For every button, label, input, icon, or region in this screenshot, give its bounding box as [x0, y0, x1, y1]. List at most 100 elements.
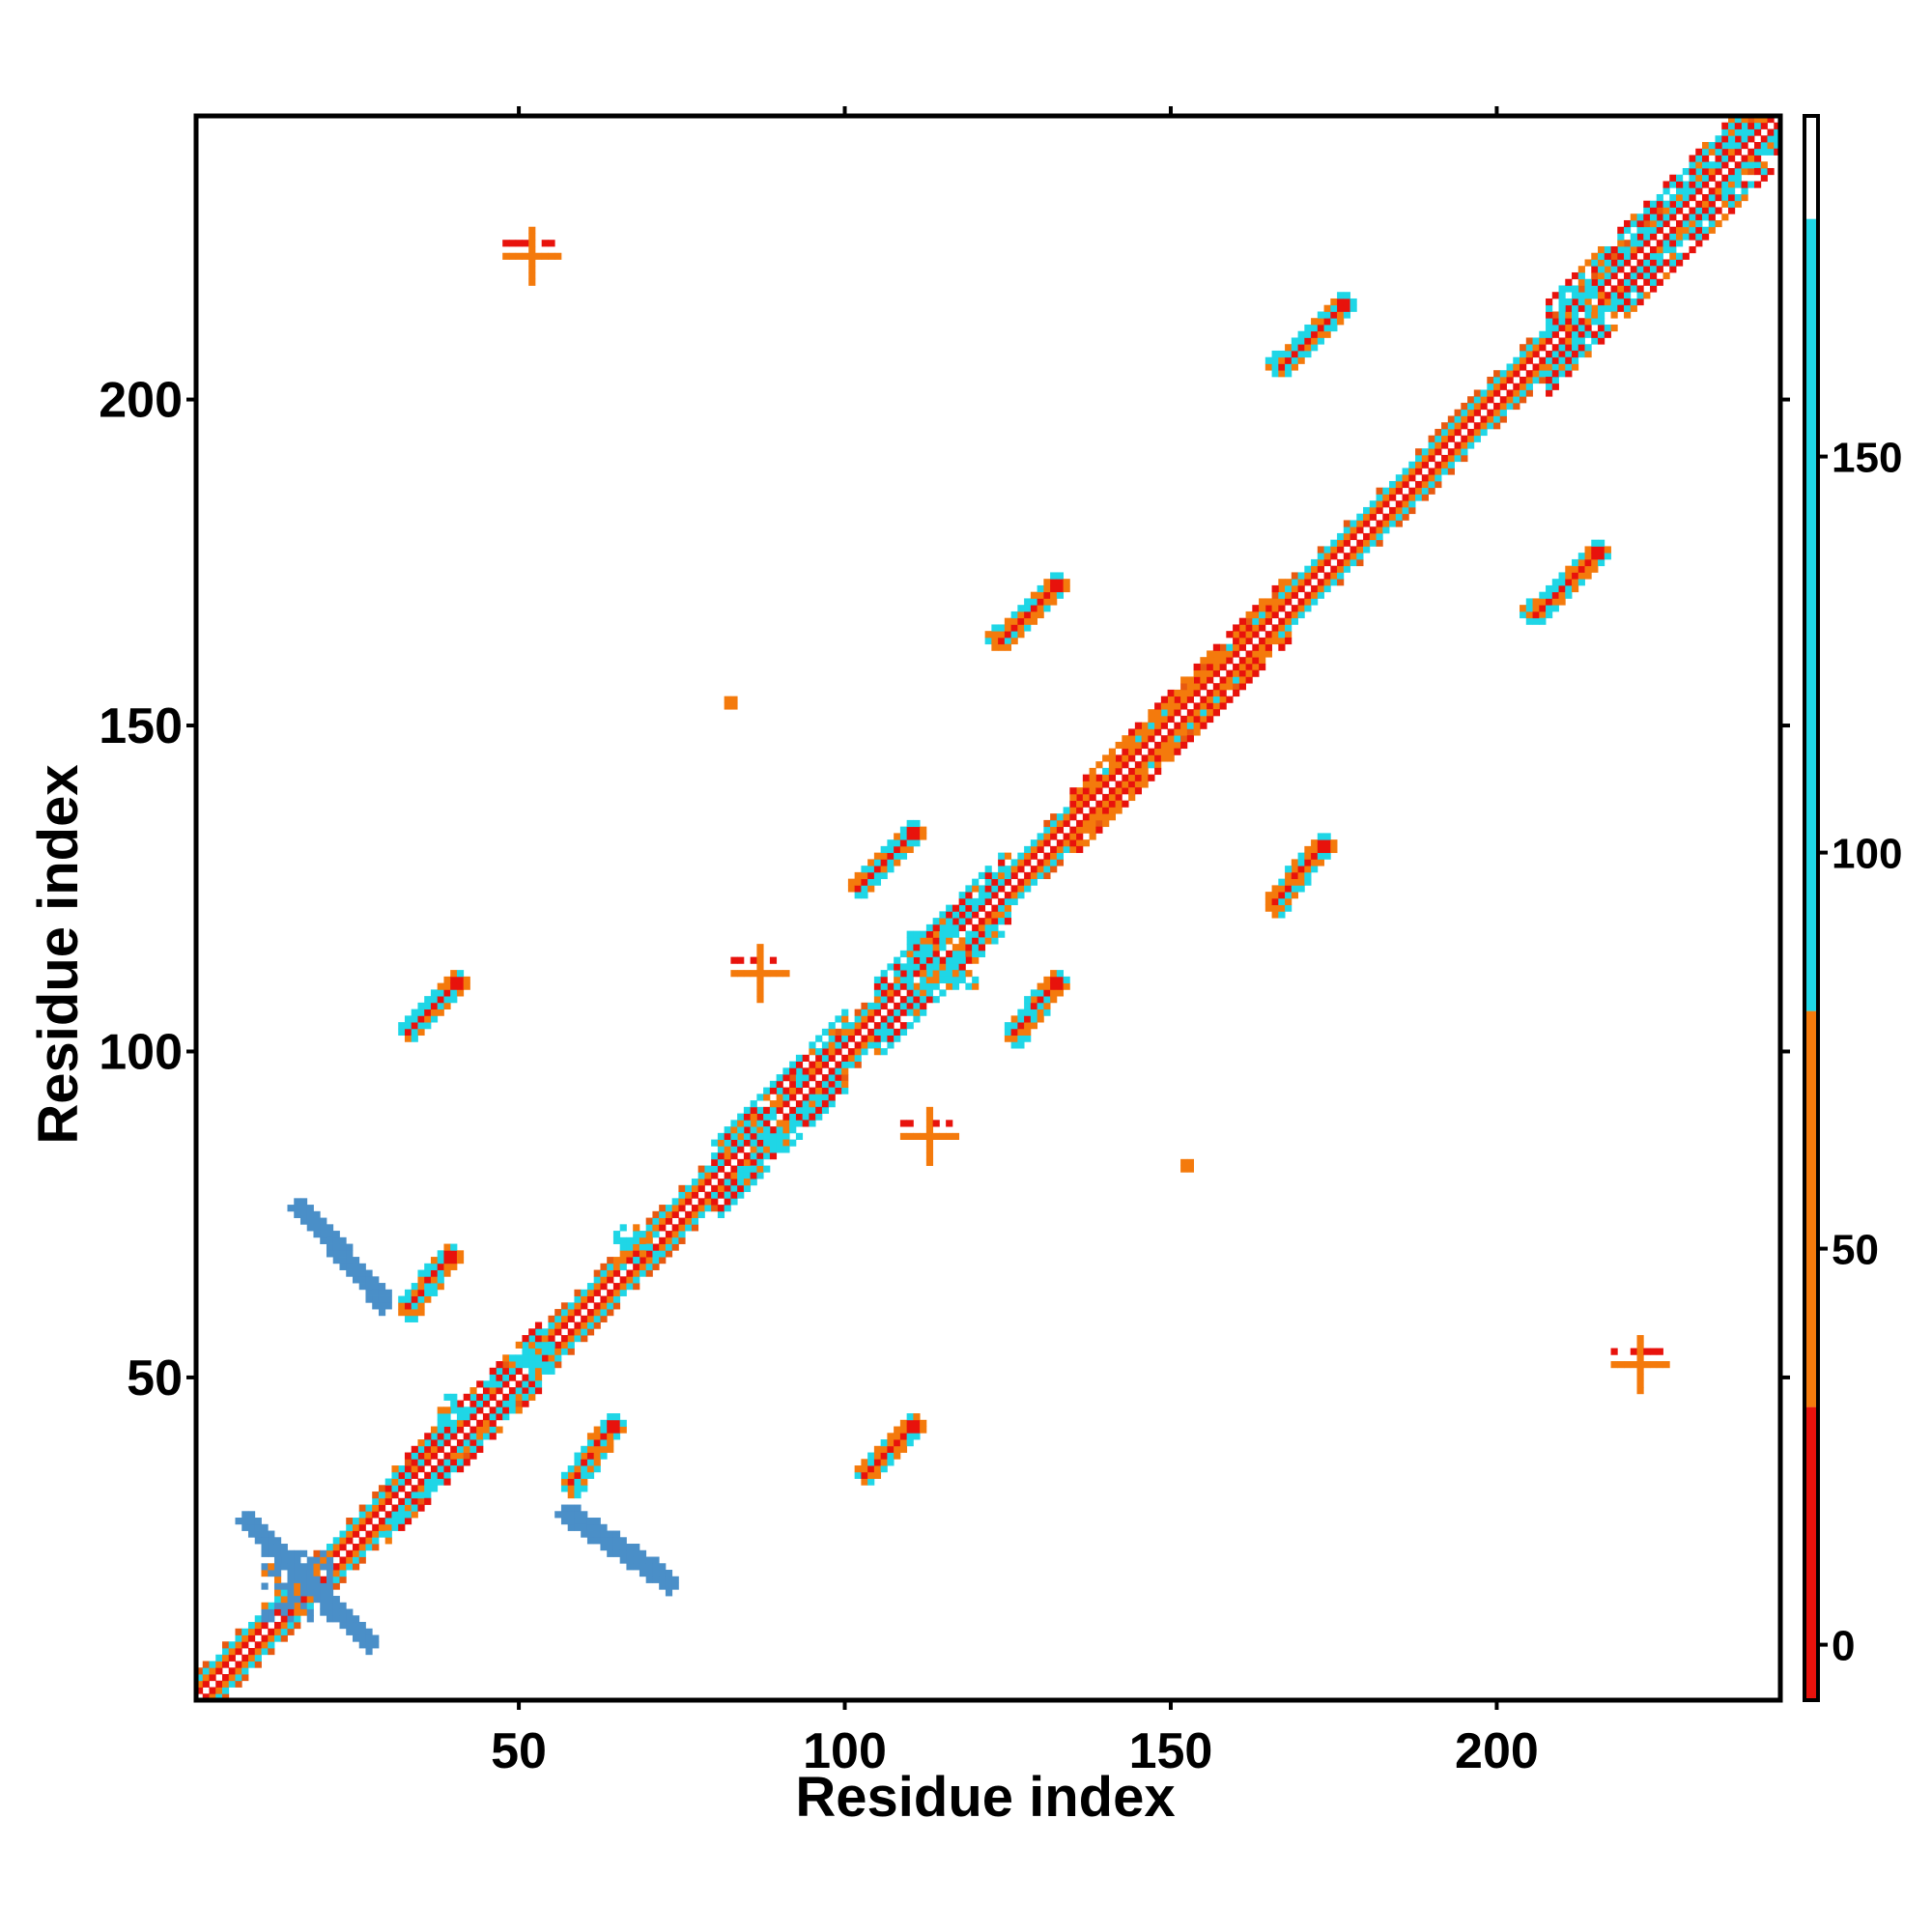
heatmap-cell [665, 1210, 673, 1218]
heatmap-cell [1656, 266, 1663, 273]
heatmap-cell [991, 871, 999, 880]
heatmap-cell [1728, 200, 1736, 208]
heatmap-cell [1317, 324, 1324, 332]
heatmap-cell [1558, 363, 1566, 371]
heatmap-cell [1311, 866, 1319, 873]
heatmap-cell [1676, 193, 1684, 202]
heatmap-cell [1689, 207, 1696, 214]
heatmap-cell [1754, 161, 1762, 169]
heatmap-cell [1056, 976, 1065, 984]
heatmap-cell [671, 1231, 679, 1238]
heatmap-cell [984, 937, 992, 945]
heatmap-cell [737, 1139, 745, 1147]
heatmap-cell [1122, 761, 1129, 769]
heatmap-cell [1493, 376, 1501, 384]
heatmap-cell [1630, 245, 1637, 254]
heatmap-cell [261, 1523, 269, 1531]
heatmap-cell [326, 1243, 334, 1251]
heatmap-cell [1421, 448, 1429, 456]
heatmap-cell [1676, 240, 1684, 247]
heatmap-cell [242, 1518, 249, 1525]
heatmap-cell [828, 1100, 836, 1108]
heatmap-cell [1454, 441, 1462, 449]
heatmap-cell [665, 1582, 673, 1590]
heatmap-cell [920, 989, 927, 997]
heatmap-cell [450, 1250, 458, 1258]
heatmap-cell [737, 1120, 745, 1127]
heatmap-cell [1695, 161, 1703, 169]
heatmap-cell [313, 1224, 321, 1232]
heatmap-cell [639, 1563, 647, 1571]
heatmap-cell [1695, 233, 1703, 241]
heatmap-cell [873, 859, 882, 867]
heatmap-cell [443, 1269, 451, 1277]
heatmap-cell [528, 245, 536, 254]
heatmap-cell [254, 1622, 262, 1630]
heatmap-cell [1577, 324, 1585, 332]
heatmap-cell [574, 1302, 582, 1310]
heatmap-cell [1577, 298, 1585, 306]
heatmap-cell [1728, 207, 1736, 214]
heatmap-cell [600, 1445, 608, 1453]
heatmap-cell [913, 950, 921, 958]
heatmap-cell [1584, 546, 1592, 554]
heatmap-cell [502, 252, 510, 260]
heatmap-cell [1108, 767, 1117, 776]
heatmap-cell [1513, 363, 1520, 371]
heatmap-cell [242, 1523, 249, 1531]
heatmap-cell [528, 1335, 536, 1343]
heatmap-cell [320, 1576, 327, 1583]
heatmap-cell [294, 1608, 301, 1616]
heatmap-cell [965, 970, 973, 978]
heatmap-cell [756, 1158, 764, 1166]
heatmap-cell [841, 1022, 849, 1030]
heatmap-cell [1160, 709, 1168, 717]
heatmap-cell [730, 1126, 738, 1134]
heatmap-cell [352, 1549, 360, 1557]
heatmap-cell [1598, 298, 1605, 306]
heatmap-cell [268, 1537, 275, 1545]
heatmap-cell [1591, 285, 1599, 293]
heatmap-cell [1428, 474, 1435, 482]
heatmap-cell [1520, 356, 1527, 364]
heatmap-cell [554, 1321, 562, 1329]
heatmap-cell [1095, 819, 1103, 828]
heatmap-cell [750, 956, 757, 964]
heatmap-cell [496, 1387, 503, 1395]
heatmap-cell [920, 963, 927, 971]
heatmap-cell [1382, 526, 1390, 534]
heatmap-cell [899, 950, 908, 958]
heatmap-cell [1311, 584, 1319, 593]
heatmap-cell [1734, 116, 1742, 124]
heatmap-cell [358, 1537, 366, 1545]
heatmap-cell [1532, 350, 1540, 358]
heatmap-cell [815, 1094, 823, 1101]
heatmap-cell [1669, 181, 1677, 188]
heatmap-cell [1043, 982, 1051, 990]
heatmap-cell [586, 1459, 595, 1466]
heatmap-cell [1669, 259, 1677, 267]
heatmap-cell [574, 1289, 582, 1296]
heatmap-cell [1598, 245, 1605, 254]
heatmap-cell [574, 1328, 582, 1336]
heatmap-cell [763, 1106, 771, 1114]
heatmap-cell [665, 1576, 673, 1583]
heatmap-cell [861, 878, 868, 886]
heatmap-cell [1513, 389, 1520, 397]
heatmap-cell [1010, 1015, 1018, 1023]
heatmap-cell [593, 1537, 601, 1545]
heatmap-cell [1297, 584, 1305, 593]
heatmap-cell [880, 1022, 888, 1030]
heatmap-cell [920, 956, 927, 964]
heatmap-cell [299, 1210, 308, 1218]
heatmap-cell [946, 918, 953, 925]
heatmap-cell [567, 1348, 575, 1355]
heatmap-cell [1226, 650, 1234, 658]
heatmap-cell [815, 1087, 823, 1094]
heatmap-cell [756, 963, 764, 971]
heatmap-cell [273, 1549, 282, 1557]
heatmap-cell [1337, 558, 1345, 567]
heatmap-cell [978, 892, 986, 899]
heatmap-cell [906, 839, 914, 847]
heatmap-cell [384, 1537, 392, 1545]
